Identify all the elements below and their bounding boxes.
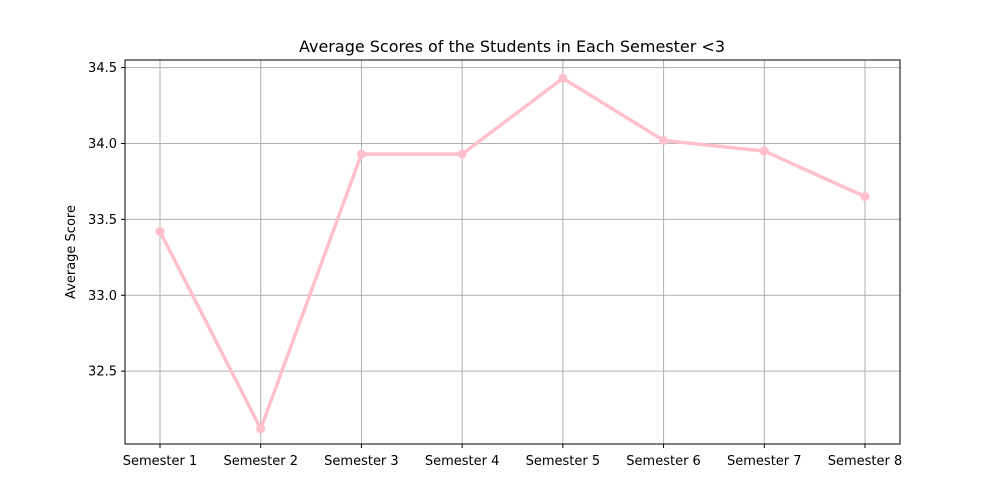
x-tick-label: Semester 2 [223, 454, 298, 469]
x-tick-label: Semester 6 [626, 454, 701, 469]
grid [125, 60, 900, 444]
plot-frame [124, 59, 901, 445]
x-tick-label: Semester 3 [324, 454, 399, 469]
data-point [457, 149, 467, 159]
x-tick-label: Semester 1 [123, 454, 198, 469]
x-tick-label: Semester 4 [425, 454, 500, 469]
data-point [860, 192, 870, 202]
data-point [155, 227, 165, 237]
y-tick-label: 33.0 [88, 289, 117, 304]
y-tick-label: 33.5 [88, 213, 117, 228]
data-point [356, 149, 366, 159]
y-tick-label: 32.5 [88, 365, 117, 380]
y-tick-label: 34.0 [88, 137, 117, 152]
x-axis: Semester 1 Semester 2 Semester 3 Semester 4… [123, 444, 903, 469]
y-tick-label: 34.5 [88, 61, 117, 76]
series-layer [155, 73, 870, 434]
chart-title: Average Scores of the Students in Each S… [299, 37, 725, 56]
data-point [256, 424, 266, 434]
x-tick-label: Semester 7 [727, 454, 802, 469]
x-tick-label: Semester 5 [526, 454, 601, 469]
data-point [759, 146, 769, 156]
data-point [659, 135, 669, 145]
y-axis: 32.5 33.0 33.5 34.0 34.5 [88, 61, 125, 380]
series-line [158, 76, 867, 431]
y-axis-label: Average Score [64, 205, 79, 299]
data-point [558, 73, 568, 83]
x-tick-label: Semester 8 [828, 454, 903, 469]
